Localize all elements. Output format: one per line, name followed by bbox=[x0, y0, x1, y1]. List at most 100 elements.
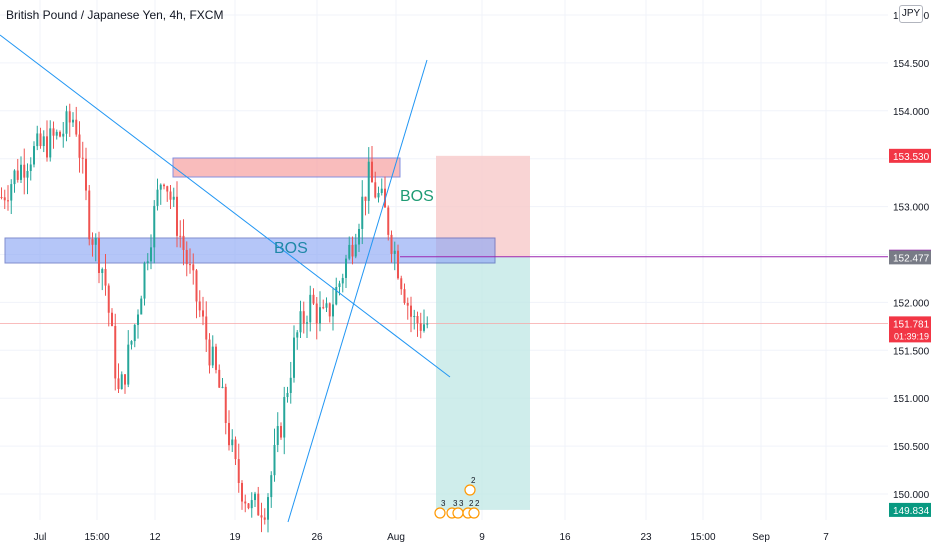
demand-zone-box bbox=[4, 237, 496, 264]
candle-body bbox=[117, 378, 120, 390]
candle-body bbox=[296, 332, 299, 338]
candle-body bbox=[338, 283, 341, 288]
candle-body bbox=[107, 285, 110, 313]
event-marker-count: 3 bbox=[459, 499, 464, 508]
candle-body bbox=[231, 439, 234, 446]
candle-body bbox=[241, 482, 243, 502]
candle-body bbox=[94, 237, 97, 245]
event-marker-count: 2 bbox=[469, 499, 474, 508]
candle-body bbox=[208, 339, 211, 366]
candle-body bbox=[247, 503, 250, 509]
price-label-box bbox=[889, 316, 931, 343]
candle-body bbox=[202, 310, 204, 317]
candle-body bbox=[361, 196, 364, 229]
candle-body bbox=[416, 316, 419, 324]
candle-body bbox=[260, 515, 263, 518]
price-tick-label: 154.500 bbox=[893, 59, 930, 70]
candle-body bbox=[377, 193, 380, 198]
candle-body bbox=[367, 161, 370, 201]
candle-body bbox=[309, 294, 312, 323]
candle-body bbox=[16, 170, 19, 180]
time-tick-label: 9 bbox=[479, 532, 485, 543]
candle-body bbox=[211, 346, 214, 366]
chart-title: British Pound / Japanese Yen, 4h, FXCM bbox=[6, 8, 224, 22]
candle-body bbox=[257, 493, 260, 516]
price-label-box bbox=[889, 502, 931, 517]
candle-body bbox=[111, 312, 113, 326]
currency-badge[interactable]: JPY bbox=[899, 5, 923, 23]
candle-body bbox=[205, 316, 208, 340]
time-tick-label: Jul bbox=[34, 532, 47, 543]
time-tick-label: 12 bbox=[149, 532, 161, 543]
candle-body bbox=[374, 182, 377, 198]
event-markers: 23 3 3 2 2 bbox=[434, 476, 480, 519]
candle-body bbox=[312, 294, 315, 304]
candle-body bbox=[322, 307, 325, 309]
time-axis: Jul 15:00 12 19 26 Aug 9 16 23 15:00 Sep 7 bbox=[34, 532, 830, 543]
event-marker-count: 3 bbox=[441, 499, 446, 508]
candle-body bbox=[315, 303, 318, 324]
ascending-trendline bbox=[287, 59, 428, 523]
candle-body bbox=[403, 289, 406, 303]
candle-body bbox=[263, 517, 266, 520]
time-tick-label: 7 bbox=[823, 532, 829, 543]
candle-body bbox=[81, 157, 84, 159]
candle-body bbox=[410, 305, 412, 317]
candle-body bbox=[234, 439, 237, 460]
candle-body bbox=[13, 170, 16, 185]
candle-body bbox=[91, 239, 94, 245]
candle-body bbox=[46, 136, 48, 158]
candle-body bbox=[390, 234, 393, 254]
candle-body bbox=[153, 205, 156, 248]
candle-body bbox=[130, 341, 133, 345]
candle-body bbox=[224, 386, 227, 423]
candle-body bbox=[104, 269, 107, 286]
candle-body bbox=[75, 119, 78, 135]
candle-body bbox=[7, 200, 9, 202]
candle-body bbox=[198, 301, 201, 311]
candle-body bbox=[423, 324, 425, 331]
candle-body bbox=[387, 207, 390, 235]
candle-body bbox=[254, 493, 256, 501]
candle-body bbox=[306, 322, 308, 324]
candle-body bbox=[49, 128, 52, 158]
candle-body bbox=[143, 263, 146, 299]
candle-body bbox=[345, 258, 347, 278]
candle-body bbox=[85, 158, 87, 191]
time-tick-label: Sep bbox=[752, 532, 770, 543]
price-tick-label: 153.000 bbox=[893, 203, 930, 214]
price-axis: 155.000154.500154.000153.500153.000152.5… bbox=[889, 11, 931, 517]
event-marker-count: 2 bbox=[475, 499, 480, 508]
price-tick-label: 150.000 bbox=[893, 490, 930, 501]
candle-body bbox=[273, 444, 276, 476]
candle-body bbox=[215, 346, 217, 370]
time-tick-label: Aug bbox=[387, 532, 405, 543]
candle-body bbox=[406, 302, 409, 306]
candle-body bbox=[332, 304, 334, 317]
price-tick-label: 151.000 bbox=[893, 394, 930, 405]
time-tick-label: 16 bbox=[559, 532, 571, 543]
candle-body bbox=[101, 269, 104, 274]
candle-body bbox=[120, 374, 123, 390]
candle-body bbox=[163, 184, 165, 187]
candle-body bbox=[276, 426, 279, 445]
candle-body bbox=[195, 270, 198, 302]
candle-body bbox=[400, 278, 403, 290]
event-marker-icon bbox=[464, 484, 476, 496]
candle-body bbox=[364, 196, 367, 201]
candle-body bbox=[146, 261, 149, 264]
candle-body bbox=[172, 196, 175, 200]
price-tick-label: 154.000 bbox=[893, 107, 930, 118]
candle-body bbox=[341, 277, 344, 284]
candle-body bbox=[26, 171, 29, 178]
candle-body bbox=[286, 392, 289, 398]
candle-body bbox=[78, 134, 81, 158]
candle-body bbox=[137, 314, 139, 325]
candle-body bbox=[354, 244, 357, 257]
price-label-text: 151.781 bbox=[893, 319, 930, 330]
event-marker-icon bbox=[452, 507, 464, 519]
candle-body bbox=[23, 164, 26, 178]
candle-body bbox=[127, 344, 130, 385]
